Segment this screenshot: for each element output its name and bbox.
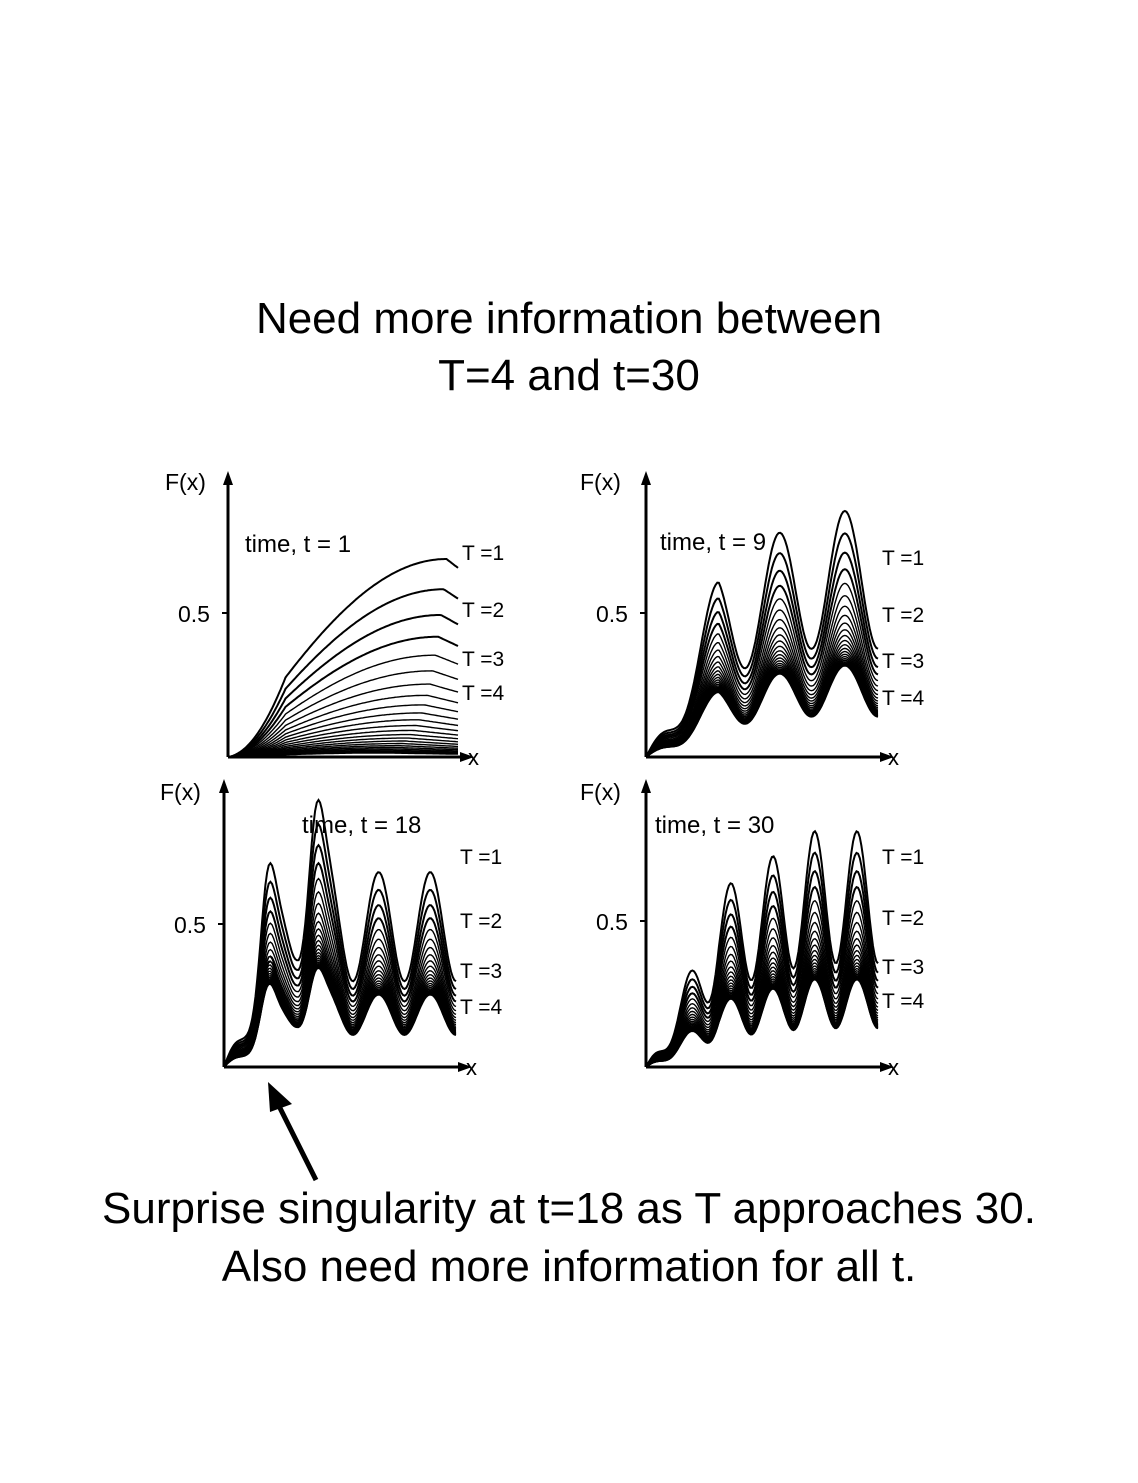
- panel-t18: F(x) x 0.5 time, t = 18 T =1 T =2 T =3 T =4: [160, 779, 503, 1080]
- curve-line: [223, 861, 457, 1068]
- curve-line: [227, 704, 459, 758]
- y-axis-label: F(x): [580, 779, 621, 805]
- series-label: T =2: [462, 599, 504, 622]
- curve-line: [227, 635, 459, 758]
- curve-line: [645, 509, 879, 758]
- curve-line: [645, 605, 879, 758]
- y-tick-label: 0.5: [596, 601, 628, 627]
- series-label: T =2: [882, 907, 924, 930]
- y-axis-arrowhead: [641, 779, 651, 793]
- panel-t30: F(x) x 0.5 time, t = 30 T =1 T =2 T =3 T =4: [580, 779, 925, 1080]
- curve-line: [227, 683, 459, 758]
- curve-line: [227, 654, 459, 758]
- curve-line: [227, 558, 459, 758]
- curve-line: [228, 729, 459, 758]
- series-label: T =3: [460, 960, 502, 983]
- curve-line: [223, 877, 457, 1068]
- curve-line: [223, 890, 457, 1068]
- panel-time-label: time, t = 18: [302, 812, 421, 839]
- arrow-shaft: [273, 1098, 319, 1182]
- curve-line: [223, 798, 457, 1068]
- curve-line: [645, 937, 879, 1068]
- x-axis-label: x: [888, 745, 899, 770]
- series-label: T =2: [882, 604, 924, 627]
- series-label: T =2: [460, 910, 502, 933]
- curve-line: [227, 588, 459, 758]
- curve-line: [645, 851, 879, 1068]
- x-axis-label: x: [468, 745, 479, 770]
- curve-line: [223, 902, 457, 1068]
- y-axis-arrowhead: [219, 779, 229, 793]
- panel-t1: F(x) x 0.5 time, t = 1 T =1 T =2 T =3 T =4: [165, 469, 505, 770]
- curve-line: [645, 829, 879, 1068]
- y-axis-label: F(x): [580, 469, 621, 495]
- y-tick-label: 0.5: [174, 912, 206, 938]
- curve-line: [645, 885, 879, 1068]
- caption-line-1: Surprise singularity at t=18 as T approa…: [102, 1184, 1036, 1233]
- series-label: T =1: [882, 547, 924, 570]
- curve-line: [223, 967, 457, 1068]
- curve-line: [228, 733, 459, 758]
- curve-line: [645, 551, 879, 758]
- series-label: T =4: [882, 687, 925, 710]
- curve-line: [645, 944, 879, 1068]
- curve-line: [227, 670, 459, 758]
- curve-line: [645, 869, 879, 1068]
- x-axis-arrowhead: [880, 1062, 894, 1072]
- curve-line: [645, 614, 879, 758]
- series-label: T =3: [882, 956, 924, 979]
- series-label: T =3: [882, 650, 924, 673]
- y-axis-arrowhead: [223, 471, 233, 485]
- x-axis-label: x: [466, 1055, 477, 1080]
- curve-line: [645, 899, 879, 1068]
- series-label: T =1: [460, 846, 502, 869]
- curve-line: [227, 614, 459, 758]
- annotation-arrow: [268, 1082, 319, 1182]
- curve-line: [227, 719, 459, 758]
- panel-time-label: time, t = 1: [245, 531, 351, 558]
- curve-line: [227, 712, 459, 758]
- curve-line: [227, 694, 459, 758]
- series-label: T =4: [882, 990, 925, 1013]
- x-axis-label: x: [888, 1055, 899, 1080]
- x-axis-arrowhead: [460, 752, 474, 762]
- curve-line: [645, 622, 879, 758]
- slide-title-line-1: Need more information between: [255, 294, 883, 343]
- x-axis-arrowhead: [880, 752, 894, 762]
- curve-line: [645, 911, 879, 1068]
- curve-line: [645, 594, 879, 758]
- panel-time-label: time, t = 9: [660, 529, 766, 556]
- curve-line: [645, 532, 879, 758]
- series-label: T =4: [462, 682, 505, 705]
- curve-line: [227, 724, 459, 758]
- slide-title-line-2: T=4 and t=30: [438, 351, 700, 400]
- panel-t9: F(x) x 0.5 time, t = 9 T =1 T =2 T =3 T =4: [580, 469, 925, 770]
- series-label: T =4: [460, 996, 503, 1019]
- series-label: T =1: [882, 846, 924, 869]
- y-tick-label: 0.5: [596, 909, 628, 935]
- y-axis-label: F(x): [160, 779, 201, 805]
- y-tick-label: 0.5: [178, 601, 210, 627]
- arrow-head: [268, 1082, 292, 1112]
- series-label: T =3: [462, 648, 504, 671]
- curve-line: [645, 665, 879, 758]
- curve-line: [645, 921, 879, 1068]
- panel-time-label: time, t = 30: [655, 812, 774, 839]
- series-label: T =1: [462, 542, 504, 565]
- curve-line: [645, 568, 879, 758]
- curve-line: [645, 978, 879, 1068]
- y-axis-label: F(x): [165, 469, 206, 495]
- curve-line: [223, 822, 457, 1068]
- curve-line: [223, 843, 457, 1068]
- caption-line-2: Also need more information for all t.: [221, 1242, 917, 1291]
- curve-line: [645, 930, 879, 1068]
- x-axis-arrowhead: [458, 1062, 472, 1072]
- curve-line: [645, 582, 879, 758]
- y-axis-arrowhead: [641, 471, 651, 485]
